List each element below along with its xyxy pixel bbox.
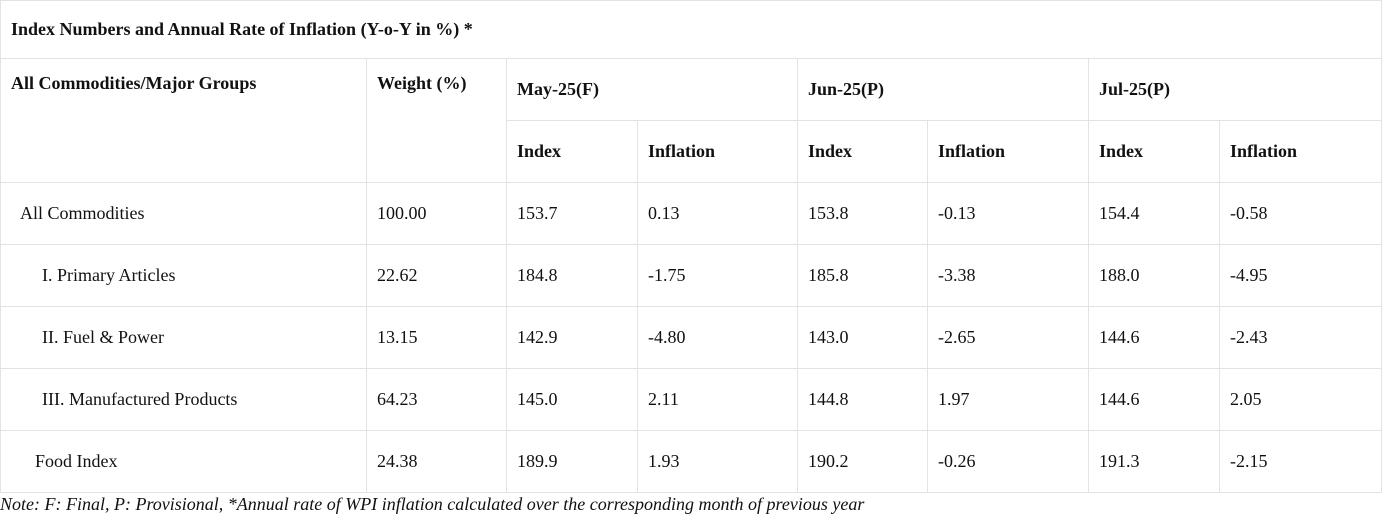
row-jun-inflation: -3.38 — [927, 244, 1089, 307]
row-jun-inflation: -0.26 — [927, 430, 1089, 493]
header-group: All Commodities/Major Groups — [0, 58, 367, 183]
row-jul-index: 188.0 — [1088, 244, 1220, 307]
row-weight: 24.38 — [366, 430, 507, 493]
header-inflation-jun: Inflation — [927, 120, 1089, 183]
row-name: III. Manufactured Products — [0, 368, 367, 431]
header-inflation-jul: Inflation — [1218, 120, 1383, 183]
table-row: III. Manufactured Products 64.23 145.0 2… — [0, 368, 1383, 431]
header-index-jul: Index — [1088, 120, 1220, 183]
row-may-index: 189.9 — [506, 430, 638, 493]
row-jun-inflation: -0.13 — [927, 182, 1089, 245]
header-month-may: May-25(F) — [506, 58, 798, 121]
row-may-index: 142.9 — [506, 306, 638, 369]
header-weight: Weight (%) — [366, 58, 507, 183]
row-name: All Commodities — [0, 182, 367, 245]
table-row: All Commodities 100.00 153.7 0.13 153.8 … — [0, 182, 1383, 245]
row-jun-index: 153.8 — [797, 182, 928, 245]
row-jun-inflation: 1.97 — [927, 368, 1089, 431]
header-row-subcolumns: Index Inflation Index Inflation Index In… — [1, 120, 1383, 183]
row-jul-index: 144.6 — [1088, 368, 1220, 431]
table-title-row: Index Numbers and Annual Rate of Inflati… — [0, 0, 1383, 59]
inflation-table: Index Numbers and Annual Rate of Inflati… — [0, 0, 1383, 493]
row-name: Food Index — [0, 430, 367, 493]
row-jul-index: 144.6 — [1088, 306, 1220, 369]
row-may-index: 145.0 — [506, 368, 638, 431]
table-title: Index Numbers and Annual Rate of Inflati… — [0, 0, 1383, 59]
row-may-index: 184.8 — [506, 244, 638, 307]
row-weight: 100.00 — [366, 182, 507, 245]
row-may-inflation: 1.93 — [637, 430, 798, 493]
row-jul-inflation: -0.58 — [1218, 182, 1383, 245]
row-jul-inflation: -4.95 — [1218, 244, 1383, 307]
table-row: Food Index 24.38 189.9 1.93 190.2 -0.26 … — [0, 430, 1383, 493]
row-may-inflation: -1.75 — [637, 244, 798, 307]
header-month-jul: Jul-25(P) — [1087, 58, 1383, 121]
header-inflation-may: Inflation — [637, 120, 798, 183]
row-weight: 22.62 — [366, 244, 507, 307]
row-jul-inflation: 2.05 — [1218, 368, 1383, 431]
row-may-index: 153.7 — [506, 182, 638, 245]
header-index-jun: Index — [797, 120, 928, 183]
row-may-inflation: -4.80 — [637, 306, 798, 369]
row-jul-inflation: -2.43 — [1218, 306, 1383, 369]
footnote: Note: F: Final, P: Provisional, *Annual … — [0, 494, 865, 514]
row-jun-index: 144.8 — [797, 368, 928, 431]
table-row: I. Primary Articles 22.62 184.8 -1.75 18… — [0, 244, 1383, 307]
row-may-inflation: 0.13 — [637, 182, 798, 245]
row-jul-inflation: -2.15 — [1218, 430, 1383, 493]
row-jun-index: 143.0 — [797, 306, 928, 369]
row-name: II. Fuel & Power — [0, 306, 367, 369]
row-name: I. Primary Articles — [0, 244, 367, 307]
row-jun-index: 185.8 — [797, 244, 928, 307]
row-jul-index: 191.3 — [1088, 430, 1220, 493]
row-weight: 64.23 — [366, 368, 507, 431]
row-jun-inflation: -2.65 — [927, 306, 1089, 369]
header-row-months: All Commodities/Major Groups Weight (%) … — [0, 58, 1383, 183]
table-row: II. Fuel & Power 13.15 142.9 -4.80 143.0… — [0, 306, 1383, 369]
header-month-jun: Jun-25(P) — [797, 58, 1089, 121]
row-jul-index: 154.4 — [1088, 182, 1220, 245]
row-may-inflation: 2.11 — [637, 368, 798, 431]
row-jun-index: 190.2 — [797, 430, 928, 493]
row-weight: 13.15 — [366, 306, 507, 369]
header-index-may: Index — [506, 120, 638, 183]
